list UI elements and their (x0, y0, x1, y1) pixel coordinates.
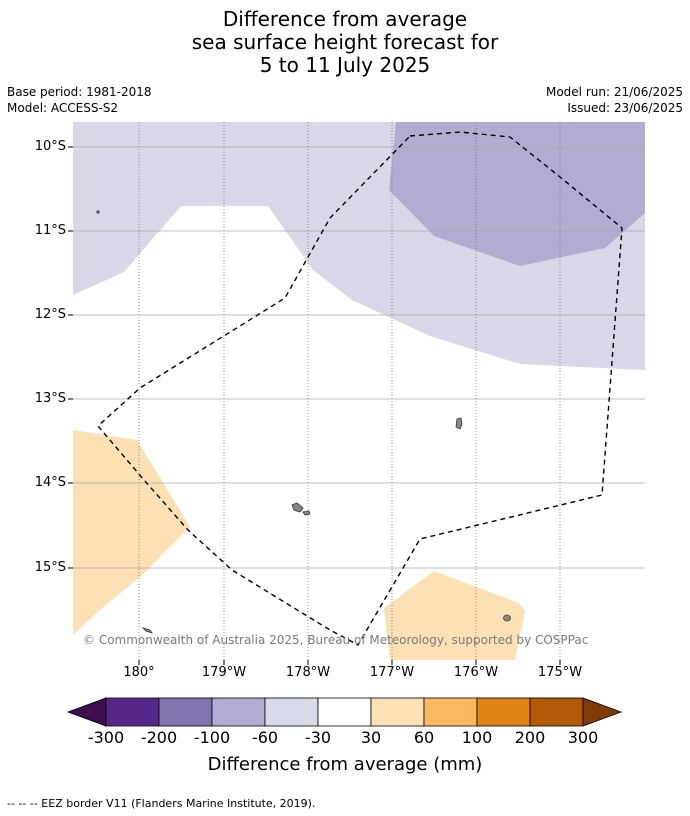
colorbar-label-10: 300 (567, 728, 599, 747)
lon-label-180: 180° (123, 665, 155, 680)
region-orange-bottom (384, 571, 525, 660)
colorbar-label-3: -100 (193, 728, 231, 747)
colorbar-bin-6 (370, 697, 425, 727)
title-line-1: Difference from average (222, 7, 468, 31)
islet-northwest (96, 210, 100, 214)
copyright-notice: © Commonwealth of Australia 2025, Bureau… (83, 633, 589, 647)
model-name: Model: ACCESS-S2 (7, 101, 119, 115)
colorbar-label-5: -30 (304, 728, 332, 747)
colorbar-label-4: -60 (251, 728, 279, 747)
island-east (455, 417, 463, 430)
eez-border (97, 131, 623, 646)
lon-label-177w: 177°W (369, 665, 415, 680)
title-line-2: sea surface height forecast for (191, 30, 499, 54)
colorbar-bin-9 (529, 697, 584, 727)
colorbar-arrow-high (582, 697, 623, 727)
colorbar-title: Difference from average (mm) (207, 754, 483, 775)
lon-label-175w: 175°W (537, 665, 583, 680)
lat-label-14s: 14°S (34, 475, 66, 490)
colorbar-bin-8 (476, 697, 531, 727)
colorbar-bin-1 (105, 697, 160, 727)
axis-ticks (68, 146, 561, 665)
lat-label-10s: 10°S (34, 139, 66, 154)
lon-label-178w: 178°W (285, 665, 331, 680)
region-orange-left (73, 430, 190, 635)
region-mid-purple (389, 122, 645, 266)
islands (96, 210, 511, 634)
colorbar (66, 697, 623, 727)
colorbar-label-9: 200 (514, 728, 546, 747)
lat-label-12s: 12°S (34, 307, 66, 322)
colorbar-label-8: 100 (461, 728, 493, 747)
lat-label-13s: 13°S (34, 391, 66, 406)
lat-label-11s: 11°S (34, 223, 66, 238)
colorbar-arrow-low (66, 697, 107, 727)
colorbar-bin-4 (264, 697, 319, 727)
title-line-3: 5 to 11 July 2025 (259, 53, 431, 77)
colorbar-bin-2 (158, 697, 213, 727)
colorbar-label-6: 30 (360, 728, 382, 747)
issued-date: Issued: 23/06/2025 (567, 101, 683, 115)
meta-right: Model run: 21/06/2025 Issued: 23/06/2025 (546, 84, 683, 116)
chart-title: Difference from average sea surface heig… (0, 8, 690, 77)
lon-label-179w: 179°W (201, 665, 247, 680)
island-southwest (141, 627, 153, 634)
base-period: Base period: 1981-2018 (7, 85, 152, 99)
island-central-small (302, 510, 311, 516)
lat-label-15s: 15°S (34, 560, 66, 575)
colorbar-label-2: -200 (140, 728, 178, 747)
colorbar-bin-5 (317, 697, 372, 727)
eez-footnote: -- -- -- EEZ border V11 (Flanders Marine… (7, 797, 316, 810)
model-run: Model run: 21/06/2025 (545, 85, 683, 99)
lon-label-176w: 176°W (453, 665, 499, 680)
colorbar-label-7: 60 (413, 728, 435, 747)
island-southeast (503, 614, 511, 622)
meta-left: Base period: 1981-2018 Model: ACCESS-S2 (7, 84, 152, 116)
lat-gridlines (73, 146, 645, 569)
map-area (73, 122, 645, 660)
colorbar-bin-3 (211, 697, 266, 727)
colorbar-bin-7 (423, 697, 478, 727)
island-central (291, 502, 304, 513)
colorbar-label-1: -300 (87, 728, 125, 747)
